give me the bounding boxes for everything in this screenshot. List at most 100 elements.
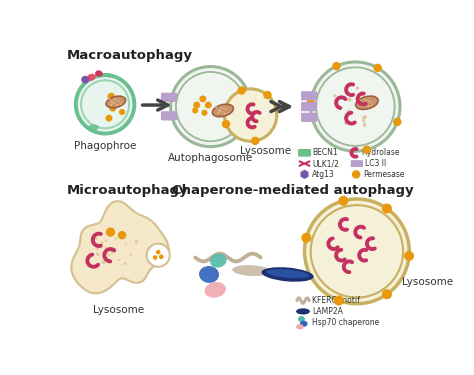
Circle shape: [102, 260, 106, 264]
Circle shape: [363, 146, 371, 154]
Circle shape: [108, 93, 115, 100]
Circle shape: [110, 104, 112, 105]
Circle shape: [352, 170, 360, 178]
Ellipse shape: [88, 124, 99, 130]
Circle shape: [224, 112, 225, 114]
Circle shape: [364, 98, 365, 100]
Circle shape: [359, 99, 361, 100]
Ellipse shape: [266, 269, 309, 278]
Circle shape: [159, 255, 164, 259]
Circle shape: [227, 112, 228, 114]
Circle shape: [146, 244, 170, 267]
Circle shape: [135, 239, 138, 242]
Circle shape: [368, 105, 369, 106]
Circle shape: [224, 113, 225, 115]
Ellipse shape: [296, 308, 310, 315]
Circle shape: [110, 104, 112, 105]
Circle shape: [220, 106, 222, 108]
Circle shape: [226, 109, 227, 110]
Circle shape: [362, 119, 365, 123]
Ellipse shape: [296, 324, 304, 330]
Circle shape: [118, 259, 120, 261]
Ellipse shape: [232, 265, 271, 276]
Circle shape: [156, 250, 161, 255]
Circle shape: [106, 228, 115, 237]
Circle shape: [346, 110, 351, 114]
Circle shape: [193, 102, 200, 108]
FancyBboxPatch shape: [298, 149, 311, 157]
Circle shape: [310, 62, 400, 151]
Circle shape: [129, 254, 132, 256]
Circle shape: [356, 86, 359, 90]
Circle shape: [347, 98, 352, 102]
Circle shape: [374, 64, 382, 72]
Circle shape: [119, 109, 125, 115]
Circle shape: [365, 99, 367, 101]
Circle shape: [112, 102, 114, 104]
FancyBboxPatch shape: [301, 113, 317, 122]
Circle shape: [124, 262, 127, 265]
Circle shape: [382, 204, 392, 213]
Circle shape: [368, 106, 369, 107]
Circle shape: [114, 237, 117, 240]
Circle shape: [104, 251, 107, 254]
Text: Hsp70 chaperone: Hsp70 chaperone: [312, 318, 380, 327]
Text: Atg13: Atg13: [312, 170, 335, 179]
Circle shape: [117, 100, 118, 101]
Circle shape: [106, 115, 112, 122]
Ellipse shape: [106, 96, 126, 108]
Circle shape: [361, 102, 363, 104]
Circle shape: [217, 112, 219, 114]
Circle shape: [356, 98, 360, 102]
Circle shape: [219, 111, 220, 112]
Circle shape: [358, 98, 360, 99]
Circle shape: [224, 108, 225, 109]
Text: Autophagosome: Autophagosome: [168, 153, 253, 163]
Circle shape: [334, 296, 344, 306]
Circle shape: [97, 254, 100, 256]
Text: Phagophroe: Phagophroe: [74, 141, 137, 151]
Ellipse shape: [87, 74, 96, 81]
Circle shape: [333, 94, 337, 98]
Circle shape: [117, 97, 124, 104]
Circle shape: [115, 99, 116, 100]
Circle shape: [221, 111, 223, 113]
Circle shape: [109, 99, 110, 100]
Circle shape: [363, 123, 366, 127]
Circle shape: [222, 120, 230, 128]
Circle shape: [108, 254, 110, 256]
Circle shape: [372, 105, 373, 106]
Circle shape: [216, 107, 217, 108]
Circle shape: [382, 289, 392, 299]
Polygon shape: [72, 201, 169, 293]
Circle shape: [81, 76, 89, 84]
Circle shape: [117, 104, 118, 105]
Circle shape: [125, 243, 127, 245]
Ellipse shape: [95, 70, 103, 76]
Circle shape: [363, 103, 365, 105]
Circle shape: [338, 196, 348, 206]
Circle shape: [112, 101, 114, 103]
Text: Lysosome: Lysosome: [240, 146, 292, 156]
Circle shape: [107, 259, 109, 262]
Circle shape: [304, 199, 409, 304]
Ellipse shape: [300, 321, 308, 327]
Text: KFERQ motif: KFERQ motif: [312, 296, 360, 305]
Circle shape: [307, 99, 315, 107]
Circle shape: [362, 116, 365, 119]
Circle shape: [110, 251, 114, 254]
Text: Hydrolase: Hydrolase: [362, 148, 400, 157]
Ellipse shape: [210, 254, 227, 268]
Ellipse shape: [212, 104, 233, 117]
Circle shape: [205, 102, 212, 108]
Ellipse shape: [204, 282, 226, 298]
Text: Lysosome: Lysosome: [401, 277, 453, 287]
Circle shape: [251, 136, 259, 145]
Circle shape: [135, 241, 137, 244]
Circle shape: [120, 104, 121, 105]
Polygon shape: [301, 171, 308, 178]
Circle shape: [221, 107, 223, 109]
FancyBboxPatch shape: [161, 93, 177, 102]
Circle shape: [96, 247, 99, 250]
Circle shape: [301, 233, 311, 243]
